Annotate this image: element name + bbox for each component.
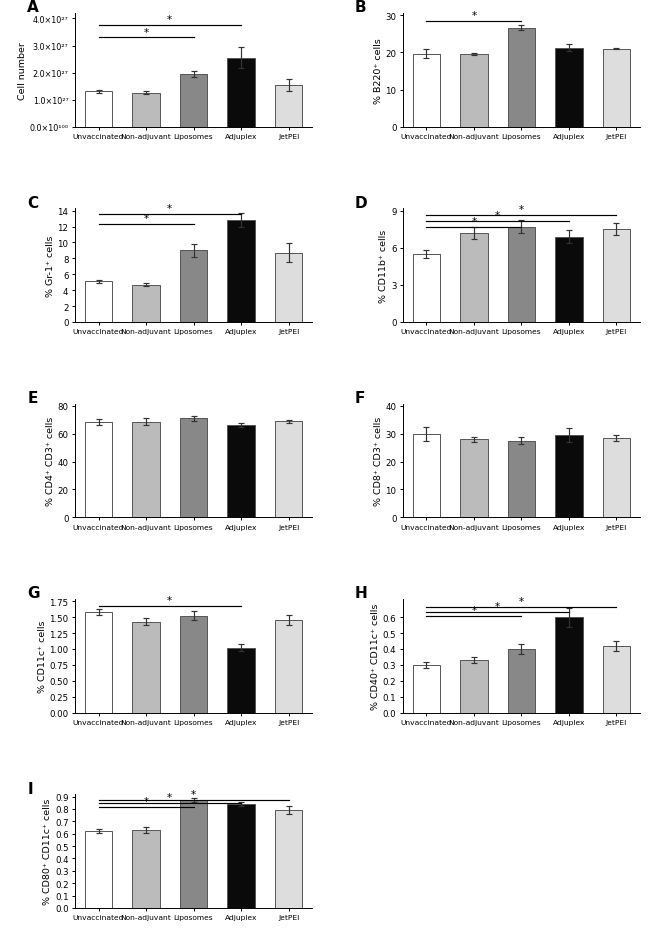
Text: *: * [519, 205, 524, 214]
Bar [84, 612, 112, 713]
Bar [603, 646, 630, 713]
Bar [275, 811, 302, 908]
Text: C: C [27, 196, 38, 211]
Bar [460, 234, 488, 323]
Text: I: I [27, 781, 33, 796]
Text: G: G [27, 586, 40, 601]
Bar [84, 282, 112, 323]
Y-axis label: % CD11b⁺ cells: % CD11b⁺ cells [379, 229, 388, 302]
Text: *: * [144, 27, 149, 37]
Bar [227, 221, 255, 323]
Bar [555, 238, 583, 323]
Text: *: * [471, 11, 476, 21]
Text: *: * [519, 596, 524, 607]
Text: E: E [27, 390, 38, 405]
Bar [180, 251, 207, 323]
Text: *: * [144, 797, 149, 806]
Bar [508, 28, 535, 127]
Text: *: * [471, 606, 476, 616]
Bar [132, 622, 160, 713]
Bar [132, 94, 160, 127]
Y-axis label: % CD4⁺ CD3⁺ cells: % CD4⁺ CD3⁺ cells [46, 417, 55, 505]
Bar [275, 621, 302, 713]
Text: *: * [495, 601, 500, 611]
Bar [132, 422, 160, 518]
Y-axis label: % Gr-1⁺ cells: % Gr-1⁺ cells [46, 235, 55, 297]
Y-axis label: % CD8⁺ CD3⁺ cells: % CD8⁺ CD3⁺ cells [374, 417, 383, 505]
Text: *: * [144, 214, 149, 224]
Bar [180, 616, 207, 713]
Bar [508, 650, 535, 713]
Y-axis label: % CD11c⁺ cells: % CD11c⁺ cells [38, 620, 47, 693]
Text: *: * [191, 789, 196, 799]
Text: *: * [167, 595, 172, 606]
Text: D: D [355, 196, 368, 211]
Bar [180, 800, 207, 908]
Bar [227, 648, 255, 713]
Bar [275, 254, 302, 323]
Y-axis label: % CD80⁺ CD11c⁺ cells: % CD80⁺ CD11c⁺ cells [43, 798, 52, 904]
Y-axis label: % CD40⁺ CD11c⁺ cells: % CD40⁺ CD11c⁺ cells [371, 603, 380, 709]
Bar [555, 618, 583, 713]
Bar [555, 435, 583, 518]
Bar [603, 438, 630, 518]
Bar [180, 75, 207, 127]
Bar [413, 54, 440, 127]
Bar [460, 55, 488, 127]
Bar [508, 441, 535, 518]
Bar [413, 255, 440, 323]
Text: *: * [167, 793, 172, 802]
Y-axis label: % B220⁺ cells: % B220⁺ cells [374, 38, 383, 104]
Bar [84, 831, 112, 908]
Y-axis label: Cell number: Cell number [18, 42, 27, 99]
Bar [413, 665, 440, 713]
Text: *: * [495, 211, 500, 221]
Text: *: * [471, 217, 476, 227]
Bar [180, 419, 207, 518]
Bar [84, 422, 112, 518]
Bar [227, 804, 255, 908]
Bar [275, 422, 302, 518]
Bar [603, 50, 630, 127]
Bar [132, 830, 160, 908]
Bar [132, 285, 160, 323]
Text: B: B [355, 0, 367, 15]
Bar [227, 425, 255, 518]
Text: H: H [355, 586, 368, 601]
Text: *: * [167, 15, 172, 25]
Text: *: * [167, 204, 172, 213]
Bar [508, 227, 535, 323]
Bar [227, 59, 255, 127]
Bar [460, 440, 488, 518]
Text: A: A [27, 0, 39, 15]
Bar [603, 230, 630, 323]
Bar [275, 85, 302, 127]
Bar [84, 93, 112, 127]
Bar [460, 661, 488, 713]
Bar [555, 49, 583, 127]
Text: F: F [355, 390, 365, 405]
Bar [413, 434, 440, 518]
